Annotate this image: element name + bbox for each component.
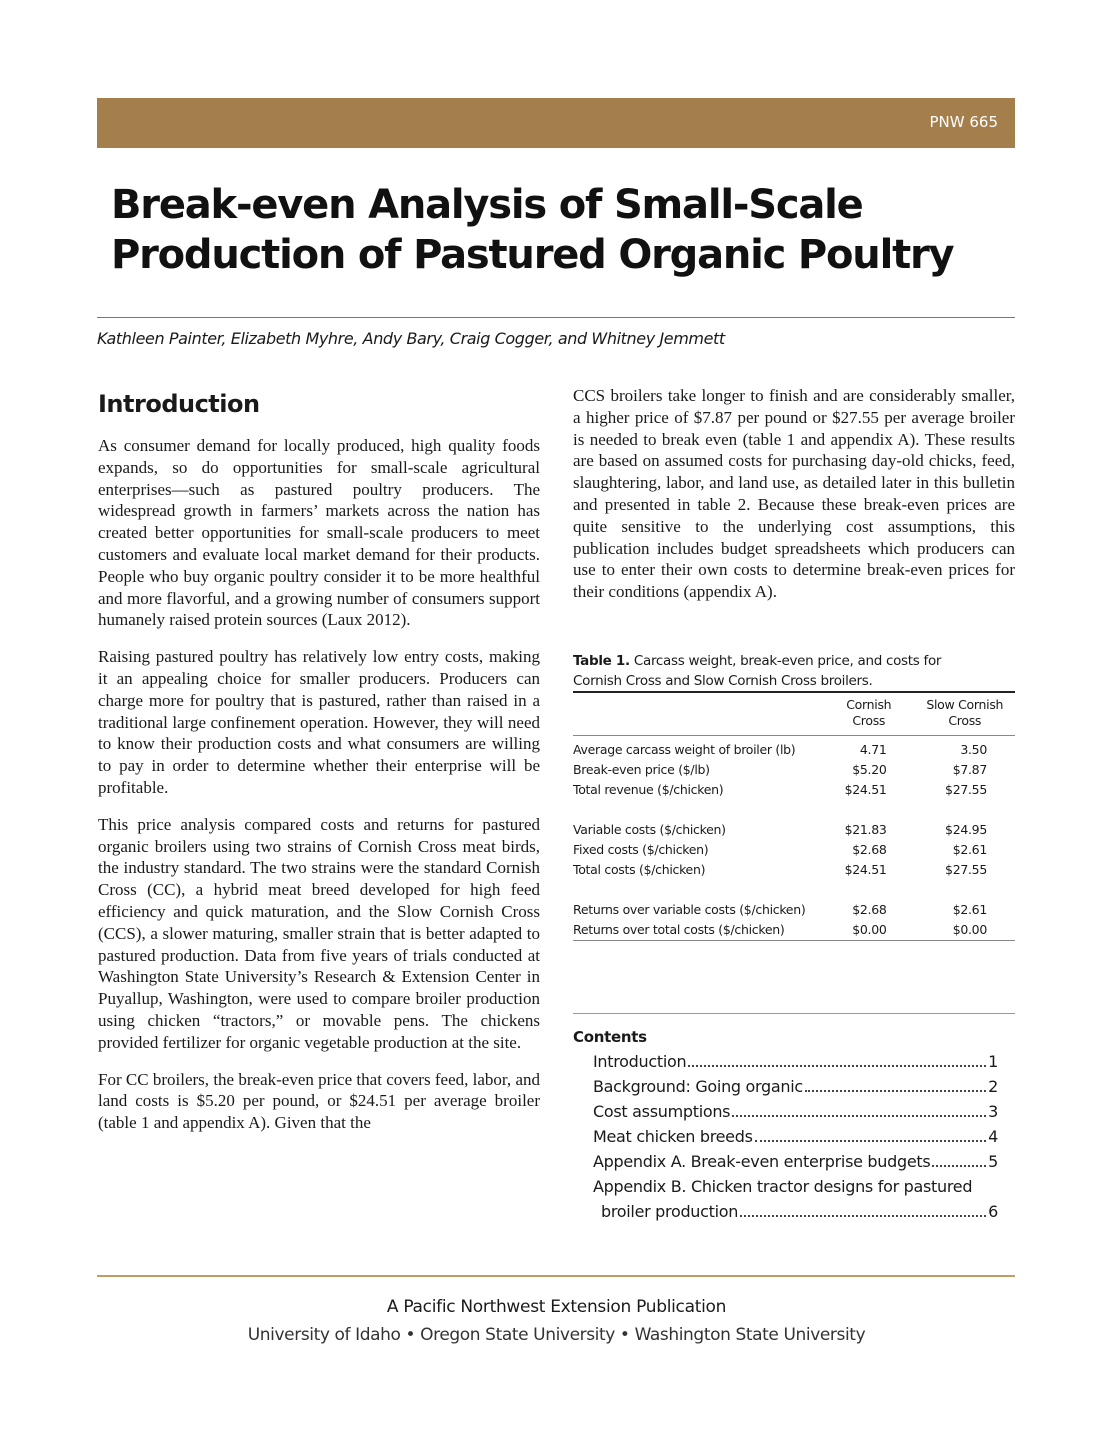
paragraph: For CC broilers, the break-even price th… xyxy=(98,1069,540,1133)
table-header-row: Cornish Cross Slow Cornish Cross xyxy=(573,692,1015,736)
cell-slow-cornish-cross: $27.55 xyxy=(945,862,987,877)
col-header-cornish-cross: Cornish Cross xyxy=(823,692,915,736)
authors: Kathleen Painter, Elizabeth Myhre, Andy … xyxy=(97,329,725,348)
paragraph: CCS broilers take longer to finish and a… xyxy=(573,386,1015,602)
contents-item-page: 3 xyxy=(988,1102,998,1121)
dot-leader xyxy=(754,1124,987,1142)
table-row: Returns over variable costs ($/chicken) … xyxy=(573,900,1015,920)
contents-item[interactable]: Meat chicken breeds 4 xyxy=(573,1124,998,1149)
cell-slow-cornish-cross: $27.55 xyxy=(945,782,987,797)
row-label: Break-even price ($/lb) xyxy=(573,762,710,777)
row-label: Returns over variable costs ($/chicken) xyxy=(573,902,806,917)
contents-item[interactable]: broiler production 6 xyxy=(573,1199,998,1224)
cell-cornish-cross: $0.00 xyxy=(852,922,887,937)
footer-divider xyxy=(97,1275,1015,1277)
cell-cornish-cross: $24.51 xyxy=(844,782,887,797)
contents-item-label: Background: Going organic xyxy=(593,1077,803,1096)
dot-leader xyxy=(688,1049,987,1067)
cell-cornish-cross: $5.20 xyxy=(852,762,887,777)
cell-slow-cornish-cross: $2.61 xyxy=(952,902,988,917)
contents-item-page: 2 xyxy=(988,1077,998,1096)
cell-slow-cornish-cross: $2.61 xyxy=(952,842,988,857)
cell-cornish-cross: $21.83 xyxy=(844,822,887,837)
row-label: Fixed costs ($/chicken) xyxy=(573,842,709,857)
table-caption-text: Carcass weight, break-even price, and co… xyxy=(573,653,942,689)
cell-cornish-cross: $2.68 xyxy=(852,842,887,857)
cell-cornish-cross: $2.68 xyxy=(852,902,887,917)
row-label: Total revenue ($/chicken) xyxy=(573,782,724,797)
table-row: Break-even price ($/lb) $5.20 $7.87 xyxy=(573,760,1015,780)
spacer-row xyxy=(573,800,1015,820)
publication-code: PNW 665 xyxy=(929,113,999,131)
contents-item-page: 4 xyxy=(988,1127,998,1146)
row-label: Average carcass weight of broiler (lb) xyxy=(573,742,796,757)
table-caption: Table 1. Carcass weight, break-even pric… xyxy=(573,651,993,691)
table-1: Cornish Cross Slow Cornish Cross Average c… xyxy=(573,691,1015,941)
paragraph: This price analysis compared costs and r… xyxy=(98,814,540,1052)
paragraph: Raising pastured poultry has relatively … xyxy=(98,647,540,797)
contents-item[interactable]: Cost assumptions 3 xyxy=(573,1099,998,1124)
divider xyxy=(97,317,1015,318)
title-line: Break-even Analysis of Small-Scale xyxy=(111,182,864,228)
contents-item[interactable]: Introduction 1 xyxy=(573,1049,998,1074)
row-label: Variable costs ($/chicken) xyxy=(573,822,726,837)
table-row: Returns over total costs ($/chicken) $0.… xyxy=(573,920,1015,941)
intro-heading: Introduction xyxy=(98,390,260,418)
contents-item[interactable]: Background: Going organic 2 xyxy=(573,1074,998,1099)
table-row: Average carcass weight of broiler (lb) 4… xyxy=(573,740,1015,760)
cell-cornish-cross: $24.51 xyxy=(844,862,887,877)
table-row: Total costs ($/chicken) $24.51 $27.55 xyxy=(573,860,1015,880)
page-title: Break-even Analysis of Small-Scale Produ… xyxy=(111,180,955,280)
contents-item-label: Introduction xyxy=(593,1052,687,1071)
table-row: Fixed costs ($/chicken) $2.68 $2.61 xyxy=(573,840,1015,860)
contents-item-page: 6 xyxy=(988,1202,998,1221)
left-column: As consumer demand for locally produced,… xyxy=(98,435,540,1149)
col-header-slow-cornish-cross: Slow Cornish Cross xyxy=(914,692,1015,736)
table-row: Variable costs ($/chicken) $21.83 $24.95 xyxy=(573,820,1015,840)
cell-slow-cornish-cross: $0.00 xyxy=(952,922,988,937)
contents-item-label: Appendix A. Break-even enterprise budget… xyxy=(593,1152,931,1171)
contents-heading: Contents xyxy=(573,1028,647,1046)
contents-item-page: 5 xyxy=(988,1152,998,1171)
divider xyxy=(573,1013,1015,1014)
dot-leader xyxy=(740,1199,987,1217)
row-label: Returns over total costs ($/chicken) xyxy=(573,922,785,937)
cell-slow-cornish-cross: $24.95 xyxy=(945,822,987,837)
cell-slow-cornish-cross: 3.50 xyxy=(960,742,987,757)
contents-item[interactable]: Appendix A. Break-even enterprise budget… xyxy=(573,1149,998,1174)
table-of-contents: Contents Introduction 1 Background: Going … xyxy=(573,1027,998,1224)
paragraph: As consumer demand for locally produced,… xyxy=(98,436,540,630)
dot-leader xyxy=(932,1149,987,1167)
contents-item-label: Cost assumptions xyxy=(593,1102,731,1121)
contents-item-page: 1 xyxy=(988,1052,998,1071)
cell-cornish-cross: 4.71 xyxy=(859,742,887,757)
table-row: Total revenue ($/chicken) $24.51 $27.55 xyxy=(573,780,1015,800)
table-label: Table 1. xyxy=(573,653,630,669)
contents-item-label: broiler production xyxy=(601,1202,739,1221)
footer-publisher: A Pacific Northwest Extension Publicatio… xyxy=(386,1297,727,1317)
spacer-row xyxy=(573,880,1015,900)
header-band: PNW 665 xyxy=(97,98,1015,148)
dot-leader xyxy=(804,1074,987,1092)
contents-item-label: Meat chicken breeds xyxy=(593,1127,753,1146)
title-line: Production of Pastured Organic Poultry xyxy=(111,232,955,278)
contents-item[interactable]: Appendix B. Chicken tractor designs for … xyxy=(573,1174,998,1199)
footer-universities: University of Idaho • Oregon State Unive… xyxy=(247,1325,866,1345)
row-label: Total costs ($/chicken) xyxy=(573,862,706,877)
dot-leader xyxy=(732,1099,987,1117)
right-column: CCS broilers take longer to finish and a… xyxy=(573,385,1015,618)
cell-slow-cornish-cross: $7.87 xyxy=(952,762,988,777)
contents-item-label: Appendix B. Chicken tractor designs for … xyxy=(593,1177,973,1196)
